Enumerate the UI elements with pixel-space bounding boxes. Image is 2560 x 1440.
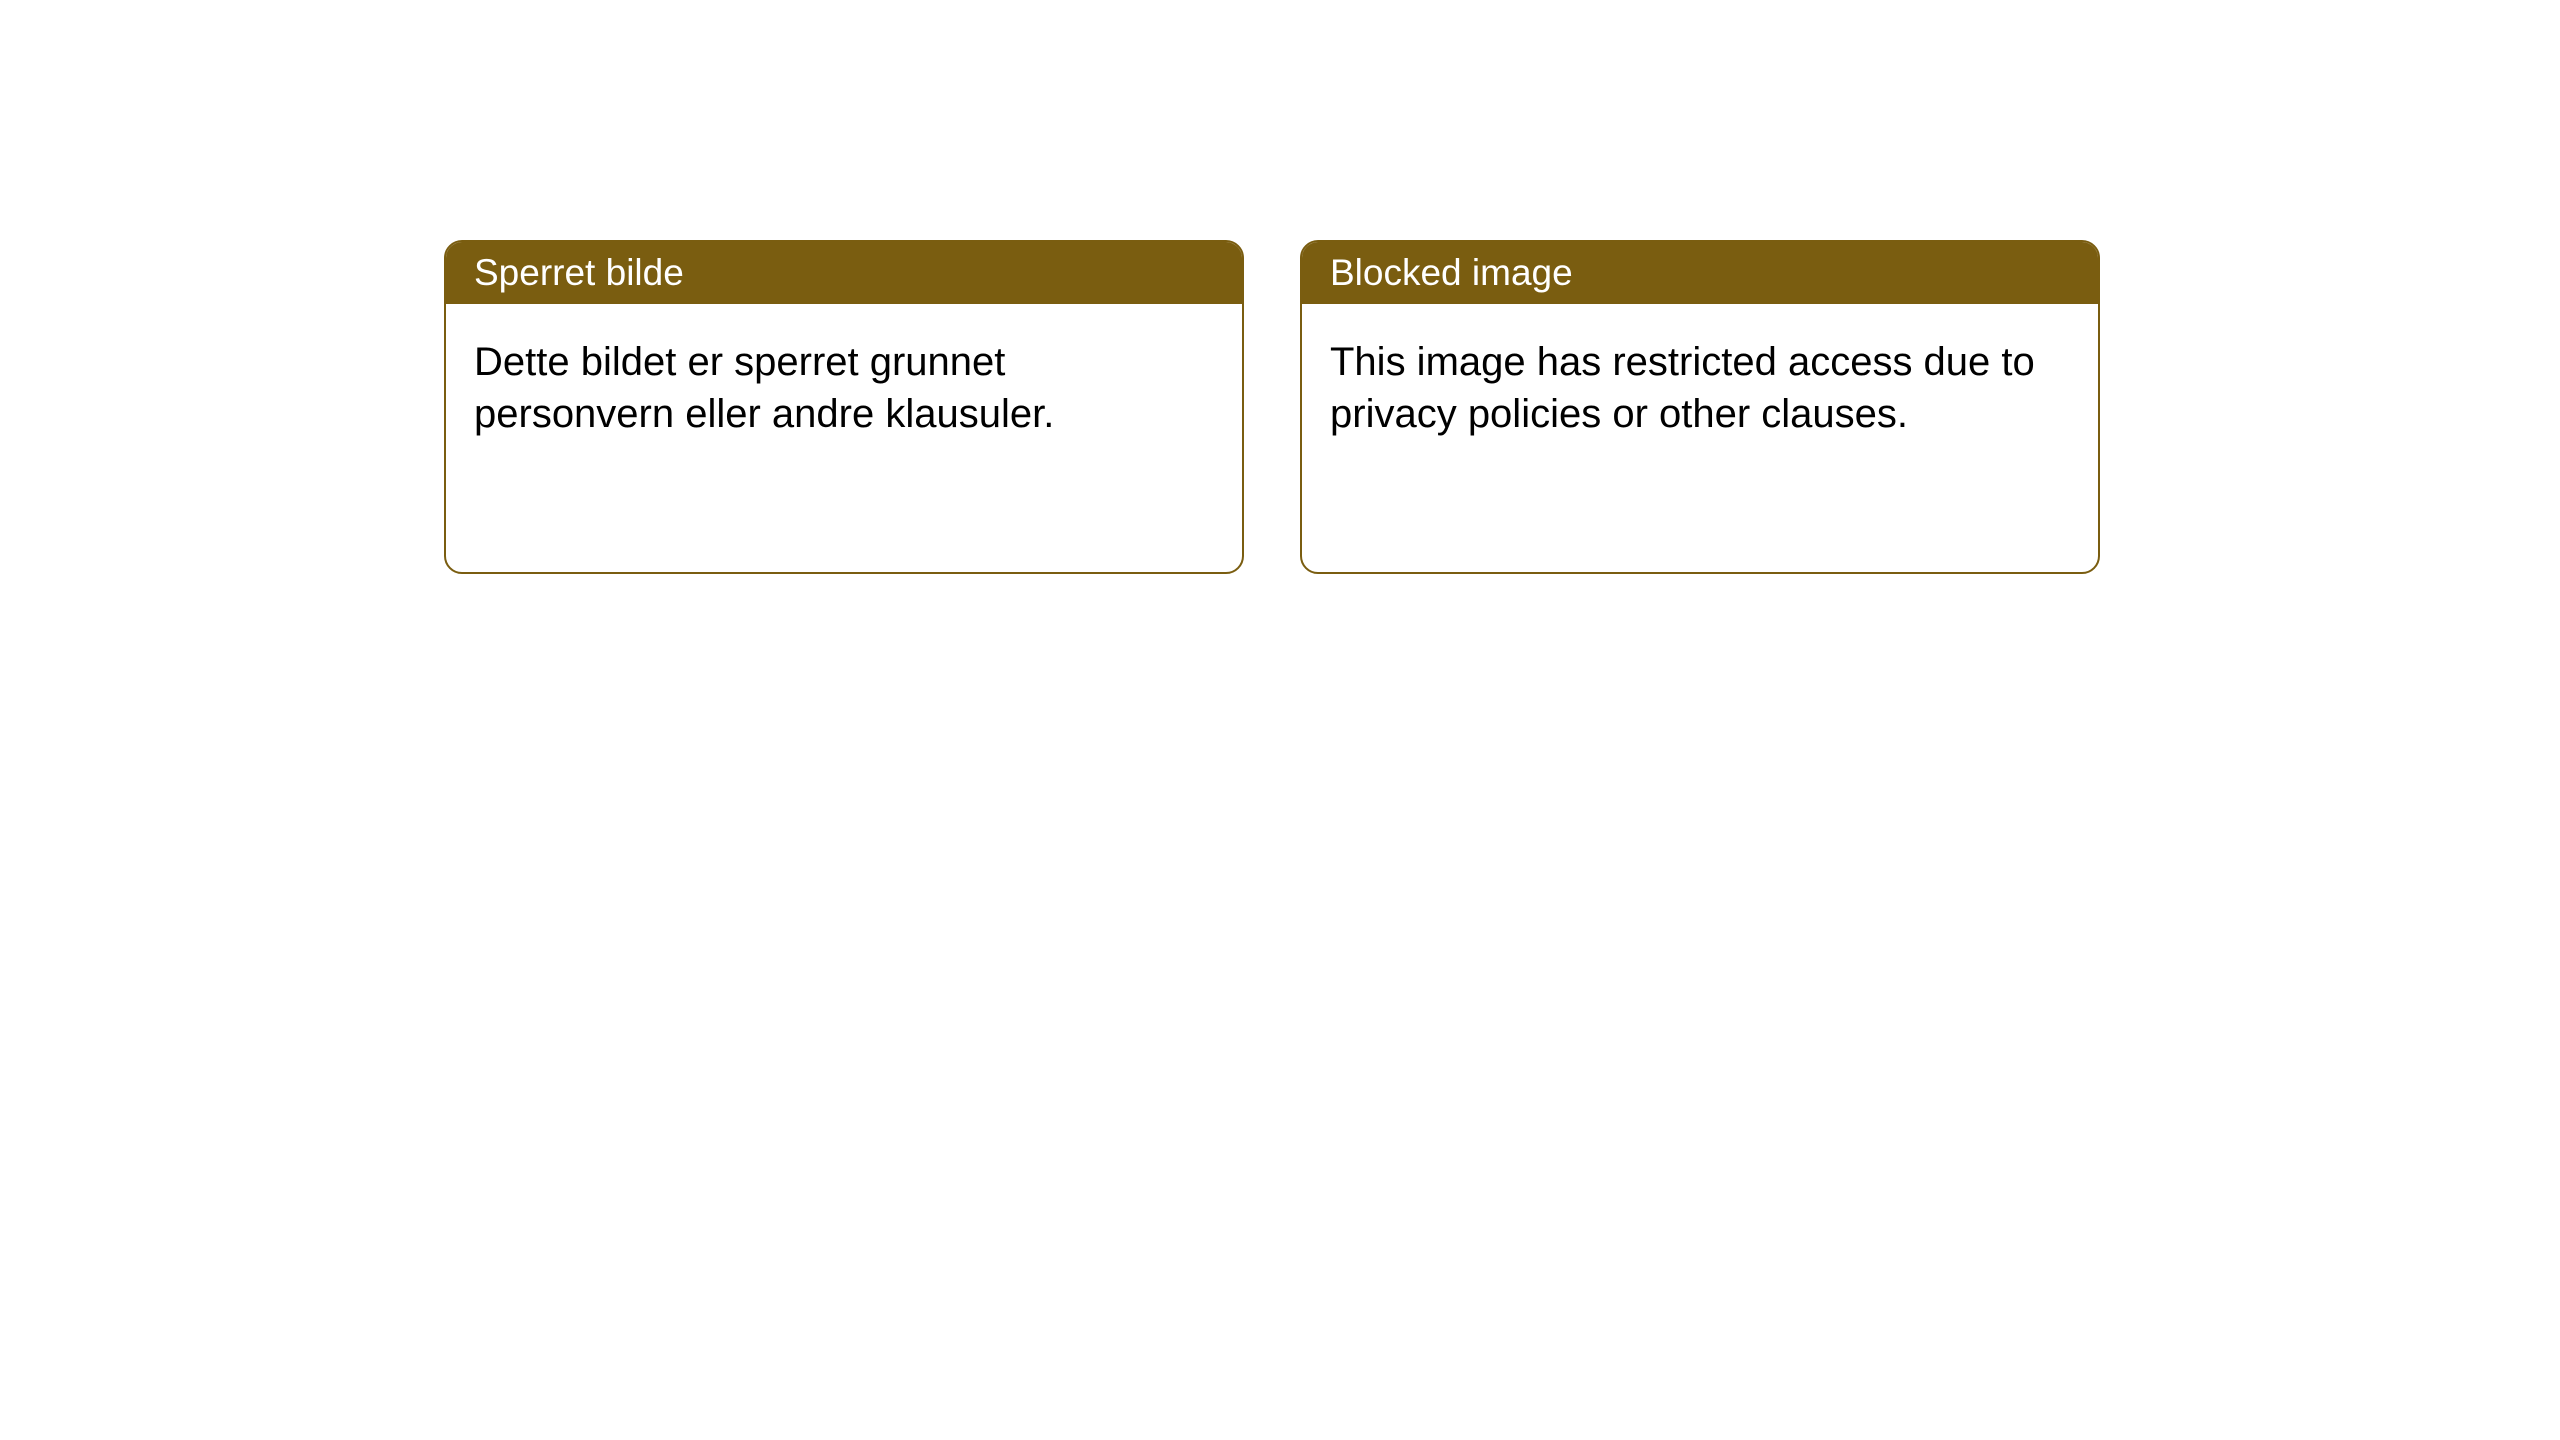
card-title: Sperret bilde	[474, 252, 684, 293]
card-body: Dette bildet er sperret grunnet personve…	[446, 304, 1242, 472]
card-header: Blocked image	[1302, 242, 2098, 304]
notice-card-norwegian: Sperret bilde Dette bildet er sperret gr…	[444, 240, 1244, 574]
notice-container: Sperret bilde Dette bildet er sperret gr…	[444, 240, 2100, 574]
card-body-text: Dette bildet er sperret grunnet personve…	[474, 340, 1054, 436]
card-body-text: This image has restricted access due to …	[1330, 340, 2035, 436]
card-title: Blocked image	[1330, 252, 1573, 293]
notice-card-english: Blocked image This image has restricted …	[1300, 240, 2100, 574]
card-header: Sperret bilde	[446, 242, 1242, 304]
card-body: This image has restricted access due to …	[1302, 304, 2098, 472]
